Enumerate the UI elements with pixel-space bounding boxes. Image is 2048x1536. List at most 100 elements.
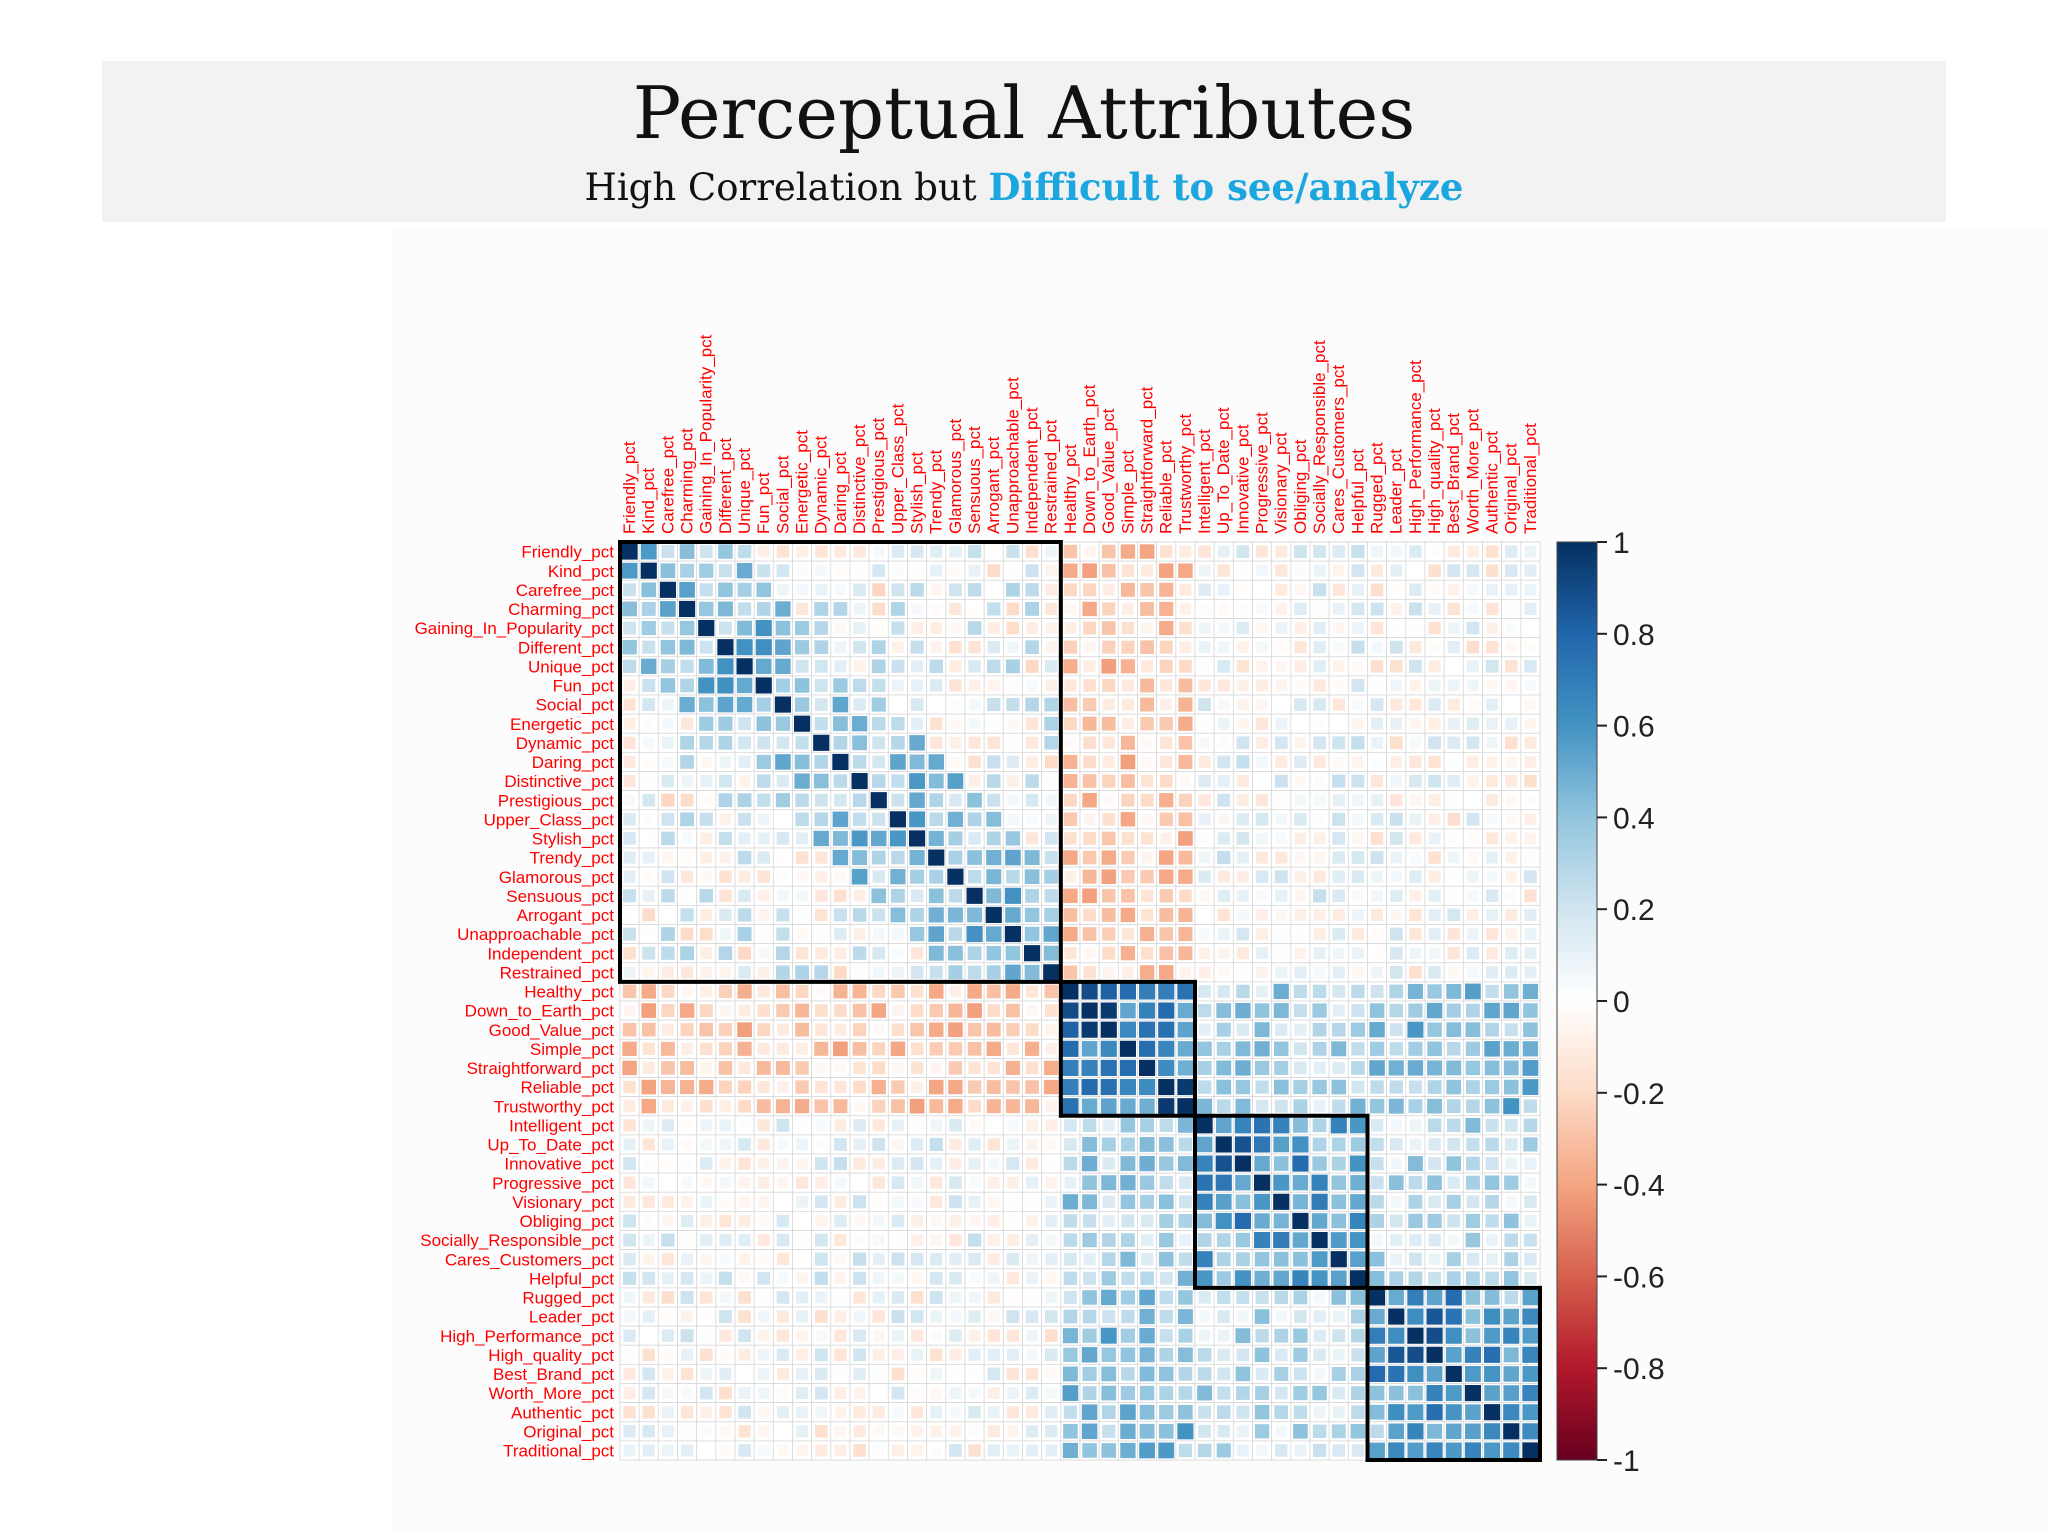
heatmap-cell: [1313, 1291, 1326, 1304]
heatmap-cell: [833, 1156, 847, 1171]
heatmap-cell: [1273, 983, 1289, 1000]
heatmap-cell: [854, 1177, 866, 1189]
heatmap-cell: [756, 658, 772, 675]
heatmap-cell: [757, 1119, 770, 1132]
heatmap-cell: [1408, 1003, 1423, 1018]
heatmap-cell: [718, 1042, 732, 1056]
heatmap-cell: [910, 545, 924, 558]
heatmap-cell: [1524, 908, 1537, 922]
heatmap-cell: [758, 1425, 770, 1437]
heatmap-cell: [738, 1310, 751, 1323]
heatmap-cell: [1466, 1137, 1480, 1152]
heatmap-cell: [1352, 717, 1364, 730]
heatmap-cell: [1256, 679, 1269, 692]
heatmap-cell: [1025, 717, 1039, 730]
heatmap-cell: [909, 830, 926, 847]
heatmap-cell: [833, 908, 847, 922]
heatmap-cell: [1216, 1271, 1231, 1286]
heatmap-cell: [986, 849, 1002, 866]
heatmap-cell: [968, 1138, 981, 1151]
heatmap-cell: [1236, 1290, 1250, 1304]
heatmap-cell: [1273, 1213, 1289, 1229]
heatmap-cell: [911, 1119, 923, 1131]
heatmap-cell: [662, 1368, 674, 1380]
heatmap-cell: [1428, 564, 1441, 577]
heatmap-cell: [1025, 1061, 1039, 1075]
heatmap-cell: [1236, 984, 1250, 999]
heatmap-cell: [1045, 1234, 1057, 1246]
heatmap-cell: [834, 871, 847, 883]
heatmap-cell: [700, 1425, 712, 1437]
heatmap-cell: [814, 1252, 828, 1266]
heatmap-cell: [719, 1367, 732, 1380]
heatmap-cell: [1333, 718, 1345, 730]
heatmap-cell: [718, 984, 732, 998]
row-label: Socially_Responsible_pct: [420, 1231, 614, 1250]
heatmap-cell: [1312, 1118, 1327, 1133]
heatmap-cell: [1369, 1060, 1385, 1076]
heatmap-cell: [949, 736, 962, 749]
heatmap-cell: [1197, 1443, 1212, 1458]
heatmap-cell: [1350, 1251, 1366, 1267]
heatmap-cell: [1083, 832, 1096, 845]
heatmap-cell: [985, 906, 1002, 924]
heatmap-cell: [1447, 583, 1460, 596]
heatmap-cell: [642, 1291, 655, 1304]
heatmap-cell: [968, 736, 981, 749]
heatmap-cell: [1293, 1290, 1308, 1305]
row-label: Social_pct: [536, 696, 615, 715]
heatmap-cell: [1045, 602, 1058, 615]
heatmap-cell: [929, 1042, 943, 1056]
heatmap-cell: [1293, 1080, 1308, 1095]
heatmap-cell: [968, 718, 981, 730]
heatmap-cell: [987, 1291, 1000, 1304]
heatmap-cell: [1062, 1098, 1079, 1115]
heatmap-cell: [910, 583, 924, 597]
heatmap-cell: [1083, 583, 1097, 597]
heatmap-cell: [1005, 945, 1021, 961]
heatmap-cell: [776, 1310, 789, 1323]
heatmap-cell: [1255, 1099, 1269, 1113]
heatmap-cell: [889, 830, 906, 847]
heatmap-cell: [681, 775, 693, 787]
heatmap-cell: [1083, 1253, 1096, 1266]
heatmap-cell: [1217, 583, 1230, 596]
heatmap-cell: [892, 1196, 904, 1208]
heatmap-cell: [1505, 851, 1518, 864]
heatmap-cell: [700, 1368, 713, 1380]
heatmap-cell: [853, 1425, 866, 1438]
heatmap-cell: [1197, 1080, 1212, 1094]
heatmap-cell: [660, 1041, 675, 1056]
heatmap-cell: [774, 696, 791, 713]
heatmap-cell: [1141, 737, 1153, 749]
heatmap-cell: [967, 907, 983, 923]
heatmap-cell: [968, 545, 982, 559]
heatmap-cell: [1025, 545, 1039, 558]
heatmap-cell: [719, 813, 732, 826]
heatmap-cell: [1064, 870, 1077, 883]
column-label: Worth_More_pct: [1463, 408, 1482, 534]
heatmap-cell: [1294, 1444, 1307, 1457]
heatmap-cell: [679, 600, 696, 618]
heatmap-cell: [1083, 545, 1096, 558]
heatmap-cell: [814, 1271, 828, 1285]
heatmap-cell: [623, 794, 636, 806]
column-label: Trustworthy_pct: [1176, 413, 1195, 534]
heatmap-cell: [719, 756, 732, 768]
heatmap-cell: [679, 544, 695, 559]
heatmap-cell: [700, 756, 712, 768]
heatmap-cell: [1485, 564, 1499, 577]
heatmap-cell: [1237, 641, 1249, 653]
heatmap-cell: [1332, 583, 1345, 596]
heatmap-cell: [1215, 1193, 1232, 1210]
row-label: Authentic_pct: [511, 1403, 614, 1422]
heatmap-cell: [815, 545, 828, 558]
heatmap-cell: [1390, 564, 1403, 577]
heatmap-cell: [719, 1386, 732, 1400]
heatmap-cell: [1120, 582, 1135, 597]
heatmap-cell: [968, 1177, 981, 1189]
heatmap-cell: [1464, 1366, 1481, 1382]
heatmap-cell: [1083, 1214, 1097, 1228]
heatmap-cell: [1005, 964, 1021, 981]
heatmap-cell: [1158, 983, 1175, 1000]
